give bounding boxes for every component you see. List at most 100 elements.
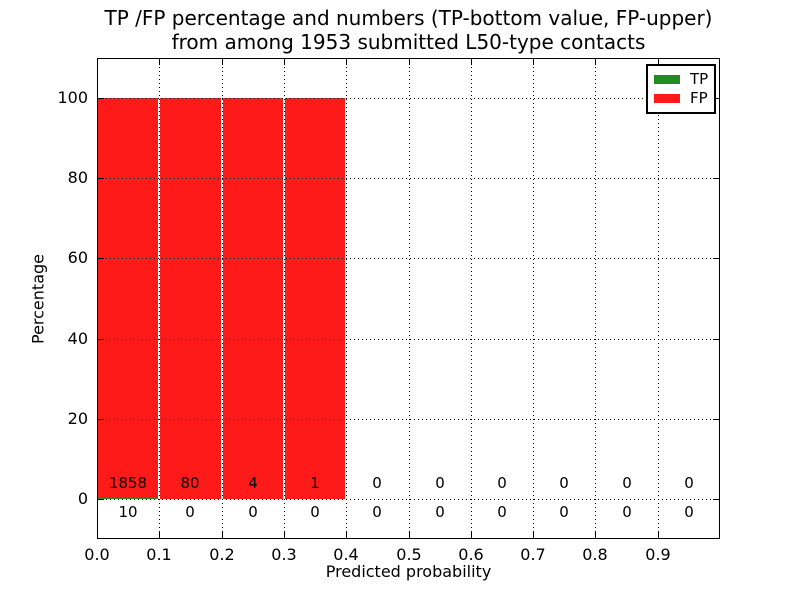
x-tickmark-top	[97, 59, 98, 65]
x-axis-label: Predicted probability	[325, 562, 492, 581]
chart-title-line1: TP /FP percentage and numbers (TP-bottom…	[104, 6, 713, 30]
x-tick-label: 0.7	[520, 545, 546, 564]
tp-count-label: 0	[372, 503, 382, 521]
grid-vline	[159, 59, 160, 538]
x-tick-label: 0.4	[333, 545, 359, 564]
y-tickmark-left	[98, 499, 104, 500]
tp-count-label: 0	[622, 503, 632, 521]
x-tickmark-bottom	[658, 532, 659, 538]
grid-vline	[533, 59, 534, 538]
fp-count-label: 0	[435, 474, 445, 492]
x-tickmark-top	[409, 59, 410, 65]
grid-hline	[98, 339, 719, 340]
x-tickmark-bottom	[595, 532, 596, 538]
y-tickmark-right	[713, 178, 719, 179]
y-tickmark-left	[98, 339, 104, 340]
grid-vline	[346, 59, 347, 538]
x-tickmark-top	[284, 59, 285, 65]
tp-count-label: 0	[559, 503, 569, 521]
fp-count-label: 0	[372, 474, 382, 492]
x-tickmark-top	[159, 59, 160, 65]
bar-fp-segment	[98, 98, 159, 497]
tp-count-label: 0	[310, 503, 320, 521]
x-tick-label: 0.9	[645, 545, 671, 564]
x-tickmark-bottom	[97, 532, 98, 538]
tp-count-label: 0	[435, 503, 445, 521]
x-tick-label: 0.2	[209, 545, 235, 564]
grid-vline	[658, 59, 659, 538]
y-tick-label: 20	[67, 409, 88, 428]
grid-hline	[98, 419, 719, 420]
x-tickmark-top	[346, 59, 347, 65]
fp-count-label: 0	[684, 474, 694, 492]
x-tick-label: 0.8	[582, 545, 608, 564]
grid-vline	[595, 59, 596, 538]
fp-count-label: 0	[559, 474, 569, 492]
y-tick-label: 40	[67, 329, 88, 348]
y-tick-label: 60	[67, 248, 88, 267]
tp-swatch-icon	[654, 74, 680, 84]
x-tick-label: 0.0	[84, 545, 110, 564]
y-tickmark-left	[98, 419, 104, 420]
x-tick-label: 0.1	[146, 545, 172, 564]
tp-count-label: 0	[185, 503, 195, 521]
bar-tp-segment	[98, 496, 159, 499]
y-tickmark-right	[713, 499, 719, 500]
x-tickmark-bottom	[471, 532, 472, 538]
y-tick-label: 100	[57, 88, 88, 107]
y-axis-label: Percentage	[28, 253, 48, 345]
legend-row-tp: TP	[654, 69, 709, 88]
x-tickmark-top	[533, 59, 534, 65]
x-tickmark-bottom	[346, 532, 347, 538]
y-tickmark-right	[713, 258, 719, 259]
x-tick-label: 0.6	[458, 545, 484, 564]
chart-title-line2: from among 1953 submitted L50-type conta…	[171, 30, 646, 54]
tp-count-label: 0	[684, 503, 694, 521]
legend: TP FP	[646, 64, 716, 114]
chart-title: TP /FP percentage and numbers (TP-bottom…	[97, 6, 720, 54]
x-tickmark-bottom	[284, 532, 285, 538]
x-tickmark-top	[222, 59, 223, 65]
fp-count-label: 4	[248, 474, 258, 492]
legend-row-fp: FP	[654, 91, 708, 106]
bar-fp-segment	[284, 98, 346, 499]
legend-label-fp: FP	[690, 89, 708, 108]
grid-vline	[284, 59, 285, 538]
y-tick-label: 0	[77, 489, 88, 508]
grid-hline	[98, 499, 719, 500]
fp-count-label: 0	[622, 474, 632, 492]
bar-fp-segment	[222, 98, 283, 499]
y-tickmark-left	[98, 98, 104, 99]
fp-count-label: 1858	[108, 474, 148, 492]
x-tick-label: 0.5	[396, 545, 422, 564]
tp-count-label: 10	[118, 503, 138, 521]
grid-hline	[98, 258, 719, 259]
tp-count-label: 0	[248, 503, 258, 521]
y-tickmark-left	[98, 258, 104, 259]
x-tickmark-bottom	[533, 532, 534, 538]
grid-vline	[471, 59, 472, 538]
bar-fp-segment	[160, 98, 221, 499]
y-tick-label: 80	[67, 168, 88, 187]
x-tickmark-top	[658, 59, 659, 65]
grid-vline	[222, 59, 223, 538]
y-tickmark-right	[713, 419, 719, 420]
x-tick-label: 0.3	[271, 545, 297, 564]
x-tickmark-bottom	[409, 532, 410, 538]
grid-vline	[409, 59, 410, 538]
fp-swatch-icon	[654, 94, 680, 104]
x-tickmark-bottom	[222, 532, 223, 538]
x-tickmark-bottom	[159, 532, 160, 538]
y-tickmark-right	[713, 98, 719, 99]
y-tickmark-right	[713, 339, 719, 340]
fp-count-label: 80	[180, 474, 200, 492]
fp-count-label: 1	[310, 474, 320, 492]
x-tickmark-top	[595, 59, 596, 65]
legend-label-tp: TP	[690, 69, 709, 88]
fp-count-label: 0	[497, 474, 507, 492]
grid-hline	[98, 178, 719, 179]
y-tickmark-left	[98, 178, 104, 179]
grid-hline	[98, 98, 719, 99]
